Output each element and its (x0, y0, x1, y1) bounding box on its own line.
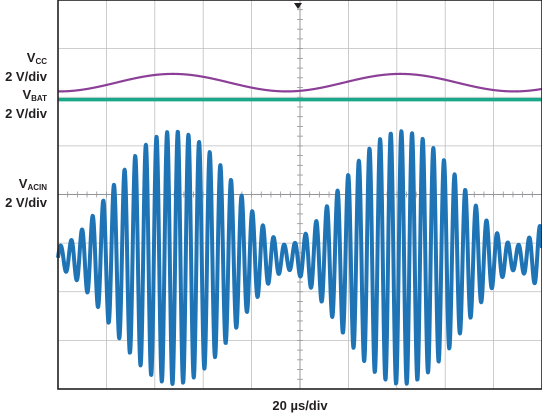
plot-traces (56, 72, 542, 386)
x-axis-label: 20 µs/div (272, 398, 328, 413)
vbat-label: VBAT 2 V/div (0, 87, 47, 121)
trace-cc (57, 72, 542, 93)
vcc-scale: 2 V/div (5, 69, 47, 84)
vacin-label-main: V (18, 176, 28, 191)
vcc-label: VCC 2 V/div (0, 50, 47, 84)
vbat-scale: 2 V/div (5, 106, 47, 121)
plot-frame (57, 0, 542, 390)
vbat-label-sub: BAT (31, 94, 47, 103)
vcc-label-sub: CC (35, 57, 47, 66)
trigger-marker-icon (294, 3, 302, 9)
trace-acin (56, 129, 542, 386)
vcc-label-main: V (26, 50, 36, 65)
vbat-label-main: V (22, 87, 32, 102)
vacin-label-sub: ACIN (27, 183, 47, 192)
vacin-scale: 2 V/div (5, 195, 47, 210)
vacin-label: VACIN 2 V/div (0, 176, 47, 210)
